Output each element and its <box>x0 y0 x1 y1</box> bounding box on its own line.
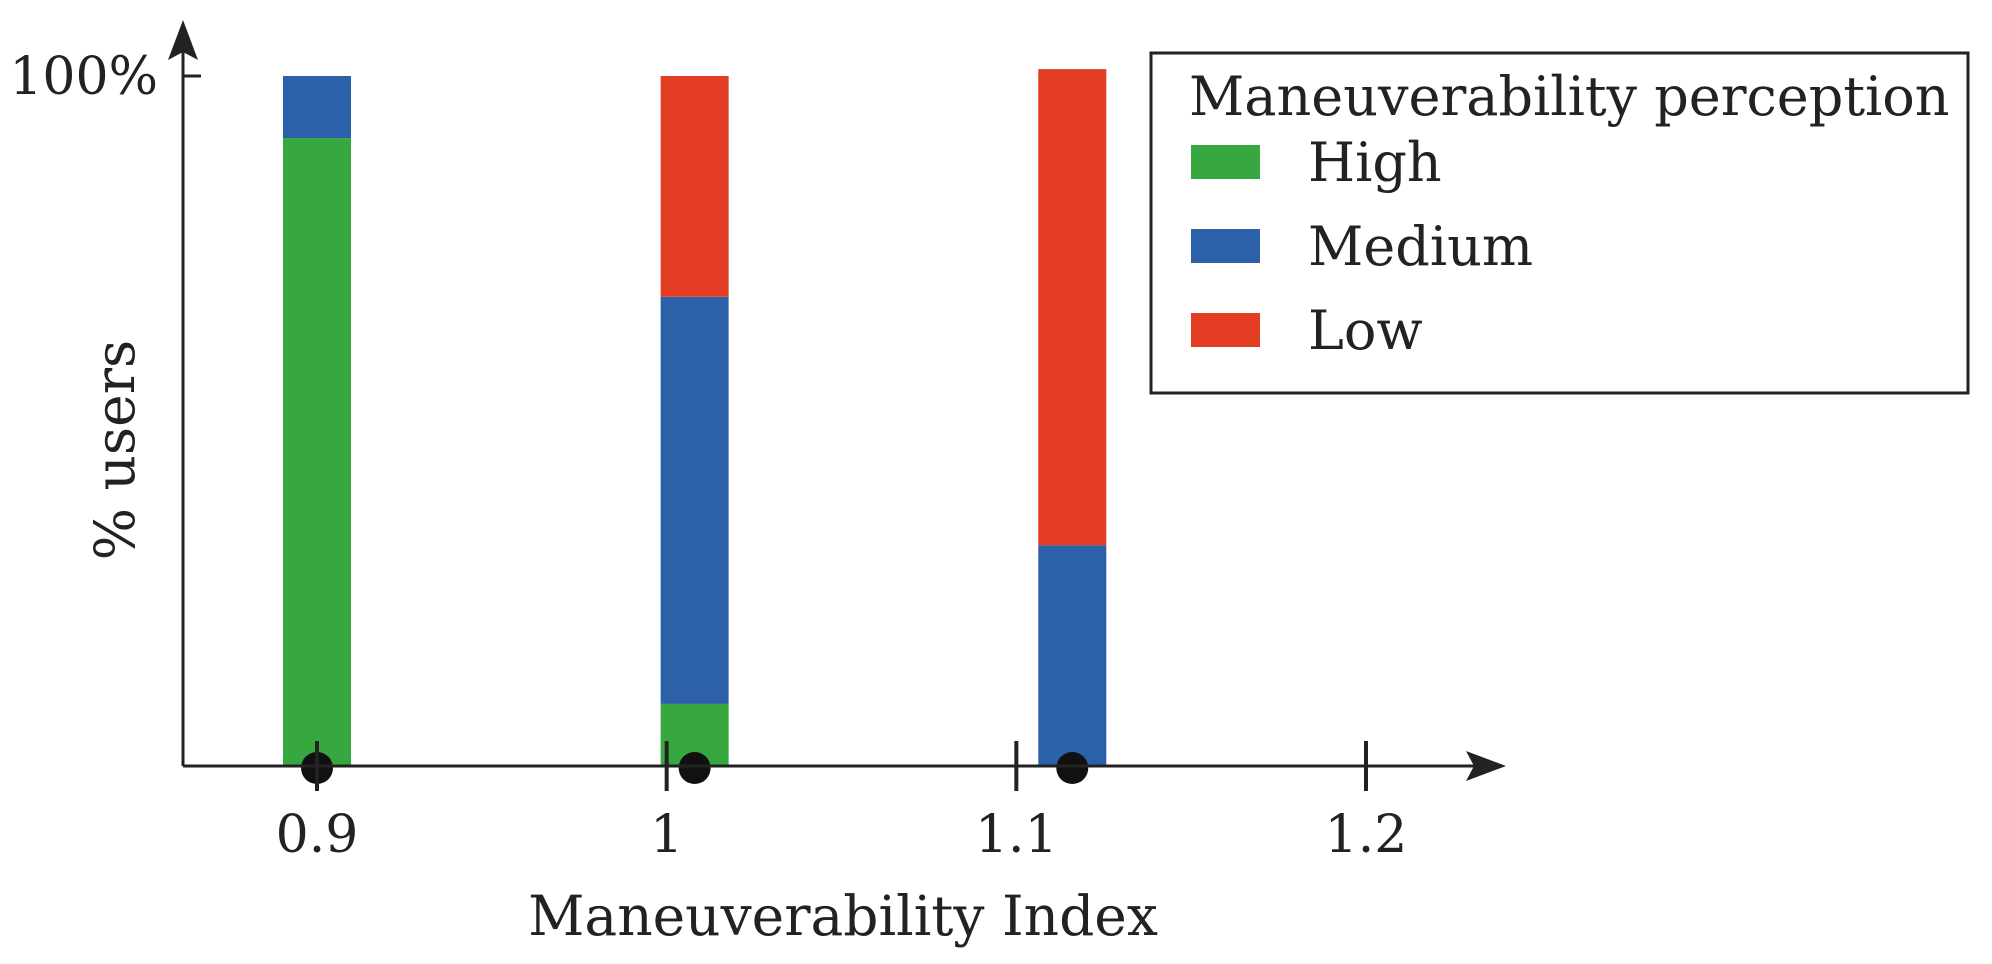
bar-segment-medium-2 <box>1038 545 1107 766</box>
legend-label-high: High <box>1308 131 1442 194</box>
x-axis-arrowhead <box>1466 751 1506 781</box>
bar-segment-medium-0 <box>283 76 351 139</box>
bar-segment-low-2 <box>1038 69 1107 546</box>
x-axis-title: Maneuverability Index <box>528 884 1158 948</box>
legend-title: Maneuverability perception <box>1189 65 1950 128</box>
legend: Maneuverability perception High Medium Low <box>1149 51 1970 395</box>
x-tick-label-1: 1 <box>650 805 683 865</box>
bar-segment-high-0 <box>283 138 351 767</box>
axis-ticks: 0.9 1 1.1 1.2 100% <box>9 47 1407 865</box>
bar-base-marker-1 <box>678 752 711 784</box>
x-tick-label-0: 0.9 <box>276 805 359 865</box>
bar-segment-low-1 <box>660 76 729 297</box>
x-tick-label-2: 1.1 <box>975 805 1058 865</box>
bar-position-markers <box>301 752 1089 784</box>
y-axis-title: % users <box>83 340 147 560</box>
x-tick-label-3: 1.2 <box>1325 805 1408 865</box>
legend-swatch-medium <box>1191 229 1260 263</box>
y-axis-arrowhead <box>168 20 198 60</box>
bar-segment-medium-1 <box>660 296 729 704</box>
y-tick-label-0: 100% <box>9 47 158 107</box>
axes <box>168 20 1506 781</box>
bar-base-marker-2 <box>1056 752 1089 784</box>
legend-swatch-high <box>1191 145 1260 179</box>
legend-entries: High Medium Low <box>1191 131 1533 362</box>
legend-swatch-low <box>1191 313 1260 347</box>
legend-box <box>1149 51 1970 395</box>
legend-label-low: Low <box>1308 299 1423 362</box>
bars-layer <box>283 69 1107 767</box>
legend-label-medium: Medium <box>1308 215 1533 278</box>
